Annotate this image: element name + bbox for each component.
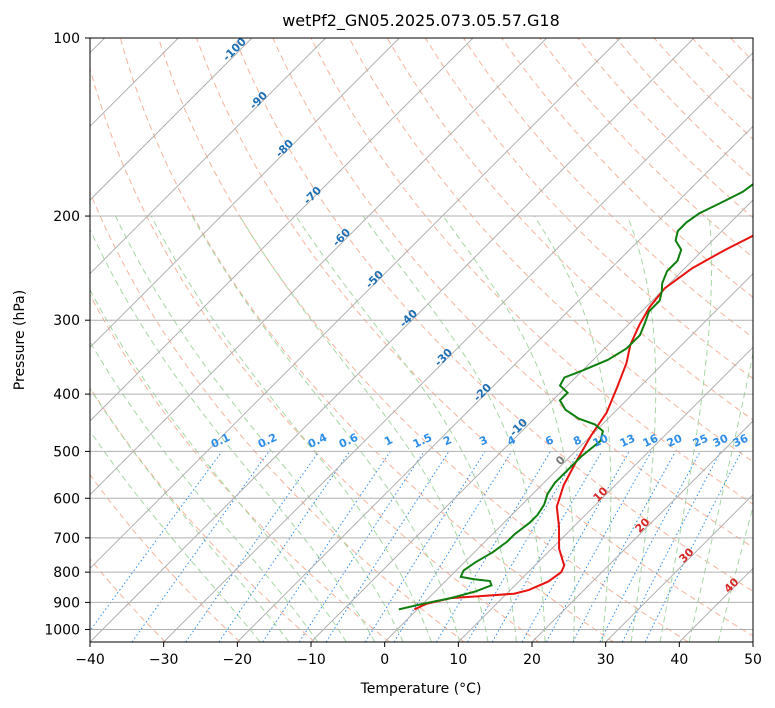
- x-tick-label: 20: [523, 652, 541, 668]
- y-tick-label: 700: [53, 531, 80, 547]
- moist-adiabat-line: [239, 215, 489, 642]
- isotherm-line: [605, 493, 753, 642]
- isotherm-line: [236, 125, 753, 642]
- mixing-ratio-label: 30: [711, 432, 731, 450]
- x-tick-label: 0: [380, 652, 389, 668]
- moist-adiabat-line: [442, 215, 576, 642]
- dry-adiabat-line: [90, 66, 540, 642]
- dry-adiabat-line: [90, 386, 316, 642]
- dry-adiabat-line: [119, 38, 614, 642]
- moist-adiabat-line: [717, 504, 753, 642]
- mixing-ratio-line: [364, 451, 486, 642]
- x-tick-label: −10: [296, 652, 326, 668]
- plot-frame: [89, 37, 754, 643]
- dry-adiabat-line: [501, 38, 753, 298]
- mixing-ratio-label: 10: [591, 432, 611, 450]
- mixing-ratio-line: [325, 451, 450, 642]
- mixing-ratio-label: 13: [618, 432, 637, 450]
- series-line-dewpoint: [398, 183, 753, 611]
- isotherm-line: [90, 38, 400, 349]
- moist-adiabat-line: [191, 215, 461, 642]
- x-tick-label: −40: [75, 652, 105, 668]
- y-tick-label: 600: [53, 491, 80, 507]
- moist-adiabat-line: [90, 430, 261, 642]
- dry-adiabat-line: [615, 38, 753, 179]
- x-tick-label: 40: [670, 652, 688, 668]
- moist-adiabat-line: [362, 215, 546, 642]
- isotherm-line: [310, 199, 753, 642]
- isotherm-line: [531, 420, 753, 642]
- isotherm-line: [384, 272, 753, 642]
- series-line-temperature: [413, 234, 753, 611]
- moist-adiabat-line: [659, 215, 713, 642]
- y-tick-label: 300: [53, 313, 80, 329]
- y-tick-label: 500: [53, 444, 80, 460]
- y-tick-label: 100: [53, 31, 80, 47]
- moist-adiabat-line: [115, 215, 404, 642]
- x-axis-title: Temperature (°C): [360, 681, 482, 697]
- isotherm-line: [163, 51, 753, 642]
- x-tick-label: −30: [149, 652, 179, 668]
- moist-adiabat-line: [533, 215, 612, 642]
- x-axis-ticks: −40 −30 −20 −10 0 10 20 30 40 50: [75, 642, 762, 668]
- moist-adiabat-line: [90, 288, 347, 642]
- isotherm-line: [90, 38, 474, 422]
- chart-title: wetPf2_GN05.2025.073.05.57.G18: [282, 11, 560, 31]
- dry-adiabat-line: [310, 38, 753, 505]
- mixing-ratio-line: [467, 451, 580, 642]
- mixing-ratio-line: [572, 451, 676, 642]
- mixing-ratio-label: 25: [691, 432, 710, 450]
- dry-adiabat-line: [90, 293, 390, 642]
- mixing-ratio-line: [393, 451, 513, 642]
- background-lines: [90, 38, 753, 642]
- moist-adiabat-line: [90, 228, 376, 642]
- y-tick-label: 1000: [44, 622, 80, 638]
- y-axis-ticks: 100 200 300 400 500 600 700 800 900 1000: [44, 31, 90, 638]
- mixing-ratio-line: [435, 451, 552, 642]
- moist-adiabat-line: [688, 350, 753, 642]
- dry-adiabat-line: [539, 38, 753, 259]
- x-tick-label: 50: [744, 652, 762, 668]
- moist-adiabat-line: [150, 215, 432, 642]
- mixing-ratio-label: 36: [731, 432, 751, 450]
- y-tick-label: 900: [53, 595, 80, 611]
- y-tick-label: 400: [53, 387, 80, 403]
- mixing-ratio-line: [218, 451, 351, 642]
- mixing-ratio-line: [491, 451, 603, 642]
- dry-adiabat-line: [158, 38, 689, 642]
- dry-adiabat-line: [386, 38, 753, 421]
- dry-adiabat-line: [424, 38, 753, 380]
- mixing-ratio-line: [131, 451, 270, 642]
- x-tick-label: 10: [449, 652, 467, 668]
- y-axis-title: Pressure (hPa): [12, 290, 28, 390]
- y-tick-label: 800: [53, 565, 80, 581]
- sounding-series: [398, 183, 753, 611]
- isotherm-line: [90, 38, 621, 570]
- isotherm-line: [90, 38, 327, 275]
- y-tick-label: 200: [53, 209, 80, 225]
- mixing-ratio-line: [90, 451, 223, 632]
- dry-adiabat-line: [234, 38, 753, 592]
- mixing-ratio-line: [521, 451, 630, 642]
- moist-adiabat-line: [90, 387, 290, 642]
- x-tick-label: 30: [597, 652, 615, 668]
- isotherm-line: [90, 38, 695, 642]
- moist-adiabat-line: [295, 215, 517, 642]
- dry-adiabat-line: [348, 38, 753, 463]
- mixing-ratio-label: 16: [641, 432, 661, 450]
- isotherm-line: [90, 38, 548, 496]
- moist-adiabat-line: [626, 215, 657, 642]
- dry-adiabat-line: [90, 191, 465, 642]
- isotherm-line: [90, 38, 253, 201]
- dry-adiabat-line: [272, 38, 753, 548]
- x-tick-label: −20: [223, 652, 253, 668]
- dry-adiabat-line: [90, 473, 241, 642]
- mixing-ratio-label: 20: [665, 432, 685, 450]
- moist-adiabat-line: [90, 340, 319, 642]
